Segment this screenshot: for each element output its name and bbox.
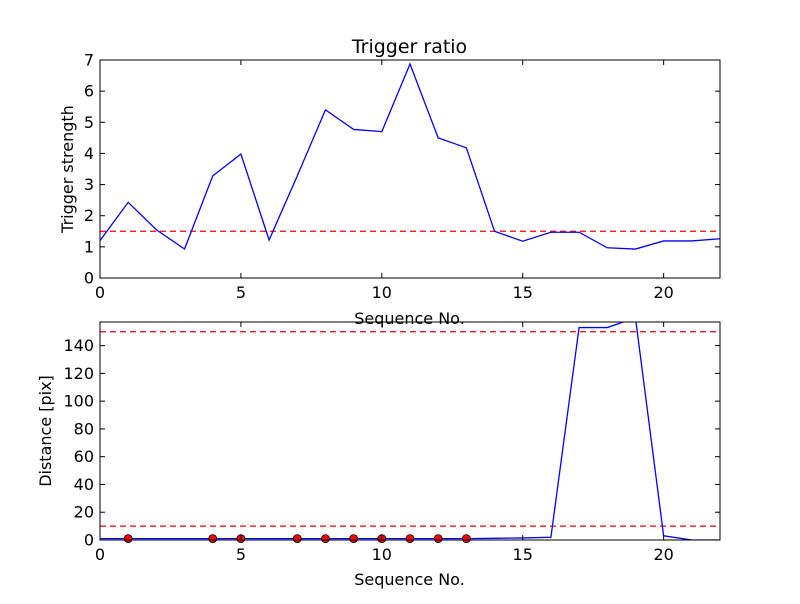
bottom-y-tick-label-6: 120 xyxy=(63,364,94,383)
bottom-y-tick-label-7: 140 xyxy=(63,336,94,355)
chart-title-trigger-ratio: Trigger ratio xyxy=(351,36,467,58)
bottom-marker-0 xyxy=(123,534,133,544)
bottom-y-tick-label-5: 100 xyxy=(63,392,94,411)
top-y-tick-label-6: 6 xyxy=(84,82,94,101)
bottom-marker-3 xyxy=(292,534,302,544)
y-axis-label-bottom: Distance [pix] xyxy=(36,375,55,487)
trigger-ratio-axes: Trigger ratio Sequence No. Trigger stren… xyxy=(58,36,721,328)
bottom-x-tick-label-4: 20 xyxy=(653,545,673,564)
top-x-tick-label-4: 20 xyxy=(653,283,673,302)
top-y-tick-label-7: 7 xyxy=(84,51,94,70)
top-x-tick-label-3: 15 xyxy=(513,283,533,302)
top-x-tick-label-0: 0 xyxy=(95,283,105,302)
top-y-tick-label-0: 0 xyxy=(84,269,94,288)
top-x-tick-label-2: 10 xyxy=(372,283,392,302)
bottom-marker-5 xyxy=(349,534,359,544)
bottom-x-tick-label-0: 0 xyxy=(95,545,105,564)
bottom-marker-1 xyxy=(208,534,218,544)
bottom-y-tick-label-2: 40 xyxy=(74,475,94,494)
x-axis-label-bottom: Sequence No. xyxy=(354,570,465,589)
x-axis-label-top: Sequence No. xyxy=(354,309,465,328)
bottom-axes-frame xyxy=(99,321,721,541)
bottom-x-tick-label-3: 15 xyxy=(513,545,533,564)
bottom-marker-4 xyxy=(321,534,330,544)
bottom-marker-9 xyxy=(461,534,471,544)
top-y-tick-label-2: 2 xyxy=(84,206,94,225)
bottom-x-tick-label-1: 5 xyxy=(236,545,246,564)
top-series-line-0 xyxy=(100,62,720,251)
bottom-marker-8 xyxy=(433,534,443,544)
top-x-tick-label-1: 5 xyxy=(236,283,246,302)
bottom-y-tick-label-4: 80 xyxy=(74,419,94,438)
bottom-x-tick-label-2: 10 xyxy=(372,545,392,564)
top-y-tick-label-3: 3 xyxy=(84,175,94,194)
top-plot-area xyxy=(100,62,720,251)
bottom-y-tick-label-3: 60 xyxy=(74,447,94,466)
top-axes-frame xyxy=(99,59,721,279)
top-y-tick-label-5: 5 xyxy=(84,113,94,132)
bottom-y-tick-label-0: 0 xyxy=(84,531,94,550)
top-y-tick-label-4: 4 xyxy=(84,144,94,163)
y-axis-label-top: Trigger strength xyxy=(58,105,77,234)
bottom-marker-7 xyxy=(405,534,415,544)
bottom-y-tick-label-1: 20 xyxy=(74,503,94,522)
top-y-tick-label-1: 1 xyxy=(84,237,94,256)
distance-axes: Sequence No. Distance [pix] 0 5 10 15 20 0 20 4… xyxy=(36,321,721,589)
